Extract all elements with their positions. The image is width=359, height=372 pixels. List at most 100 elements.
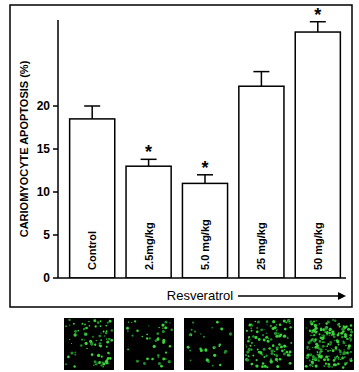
micrograph-dot	[109, 320, 112, 323]
micrograph-dot	[158, 327, 159, 328]
micrograph-dot	[108, 338, 111, 341]
micrograph-dot	[342, 356, 343, 357]
micrograph-dot	[162, 330, 165, 333]
micrograph-dot	[141, 336, 143, 338]
micrograph-dot	[314, 358, 317, 361]
micrograph-dot	[99, 345, 102, 348]
micrograph-dot	[248, 338, 249, 339]
micrograph-dot	[351, 360, 352, 361]
micrograph-dot	[270, 325, 272, 327]
micrograph-dot	[158, 362, 161, 365]
micrograph-dot	[316, 331, 318, 333]
error-line	[91, 106, 93, 119]
micrograph-dot	[246, 350, 249, 353]
micrograph-dot	[350, 359, 353, 362]
micrograph-dot	[318, 355, 321, 358]
micrograph-dot	[350, 331, 353, 334]
micrograph-dot	[136, 329, 139, 332]
micrograph-dot	[338, 358, 340, 360]
micrograph-dot	[92, 336, 94, 338]
micrograph-dot	[270, 361, 273, 364]
micrograph-dot	[104, 335, 106, 337]
micrograph-dot	[266, 324, 267, 325]
micrograph-dot	[187, 346, 190, 349]
micrograph-dot	[101, 356, 103, 358]
micrograph-dot	[346, 351, 349, 354]
micrograph-dot	[164, 326, 167, 329]
y-tick	[53, 148, 58, 150]
bar	[70, 119, 115, 278]
micrograph-dot	[350, 329, 352, 331]
micrograph-bg	[64, 318, 114, 370]
micrograph-dot	[334, 320, 336, 322]
micrograph-dot	[322, 345, 325, 348]
micrograph-dot	[284, 328, 287, 331]
micrograph-dot	[349, 334, 352, 337]
micrograph-dot	[279, 323, 282, 326]
micrograph-dot	[274, 351, 275, 352]
micrograph-dot	[331, 348, 332, 349]
micrograph-dot	[200, 349, 203, 352]
micrograph-dot	[249, 324, 252, 327]
micrograph-dot	[254, 345, 255, 346]
micrograph-dot	[281, 349, 284, 352]
y-tick-label: 0	[43, 271, 50, 285]
micrograph-dot	[325, 355, 328, 358]
micrograph-dot	[327, 358, 330, 361]
micrograph-dot	[74, 354, 76, 356]
micrograph-dot	[216, 321, 219, 324]
y-axis-label: CARIOMYOCYTE APOPTOSIS (%)	[18, 60, 30, 237]
micrograph-dot	[274, 332, 277, 335]
micrograph-dot	[262, 334, 264, 336]
micrograph-dot	[319, 340, 322, 343]
micrograph-dot	[99, 342, 102, 345]
micrograph-dot	[312, 329, 315, 332]
micrograph-dot	[265, 336, 268, 339]
micrograph-dot	[136, 360, 139, 363]
micrograph-dot	[350, 360, 352, 362]
micrograph-dot	[306, 346, 309, 349]
micrograph-dot	[74, 330, 77, 333]
micrograph-dot	[260, 329, 263, 332]
micrograph-dot	[191, 329, 193, 331]
micrograph-dot	[189, 333, 192, 336]
micrograph-dot	[106, 338, 108, 340]
micrograph-dot	[96, 340, 97, 341]
micrograph-dot	[332, 366, 333, 367]
micrograph-dot	[289, 326, 291, 328]
micrograph-dot	[200, 333, 201, 334]
micrograph-dot	[73, 333, 76, 336]
micrograph-dot	[93, 360, 96, 363]
micrograph-dot	[105, 332, 108, 335]
micrograph-dot	[213, 346, 216, 349]
micrograph-dot	[346, 352, 348, 354]
micrograph-dot	[329, 335, 330, 336]
micrograph-dot	[324, 327, 327, 330]
micrograph-dot	[156, 332, 159, 335]
micrograph-dot	[103, 331, 105, 333]
micrograph-dot	[100, 325, 102, 327]
micrograph-dot	[343, 326, 346, 329]
micrograph-dot	[251, 342, 253, 344]
micrograph-dot	[245, 354, 247, 356]
micrograph-dot	[263, 356, 265, 358]
y-tick-label: 5	[43, 228, 50, 242]
micrograph-dot	[83, 328, 85, 330]
micrograph-dot	[347, 328, 350, 331]
micrograph-dot	[313, 320, 315, 322]
micrograph-dot	[342, 366, 345, 369]
micrograph	[244, 318, 294, 370]
micrograph-dot	[85, 327, 88, 330]
micrograph-dot	[250, 327, 252, 329]
micrograph-dot	[131, 334, 133, 336]
micrograph-dot	[97, 362, 99, 364]
micrograph-dot	[106, 358, 108, 360]
bar	[239, 86, 284, 278]
micrograph-dot	[246, 359, 249, 362]
micrograph-dot	[326, 331, 329, 334]
micrograph-dot	[151, 358, 154, 361]
micrograph-dot	[314, 327, 317, 330]
micrograph-dot	[204, 348, 207, 351]
micrograph-dot	[256, 330, 259, 333]
micrograph-bg	[124, 318, 174, 370]
